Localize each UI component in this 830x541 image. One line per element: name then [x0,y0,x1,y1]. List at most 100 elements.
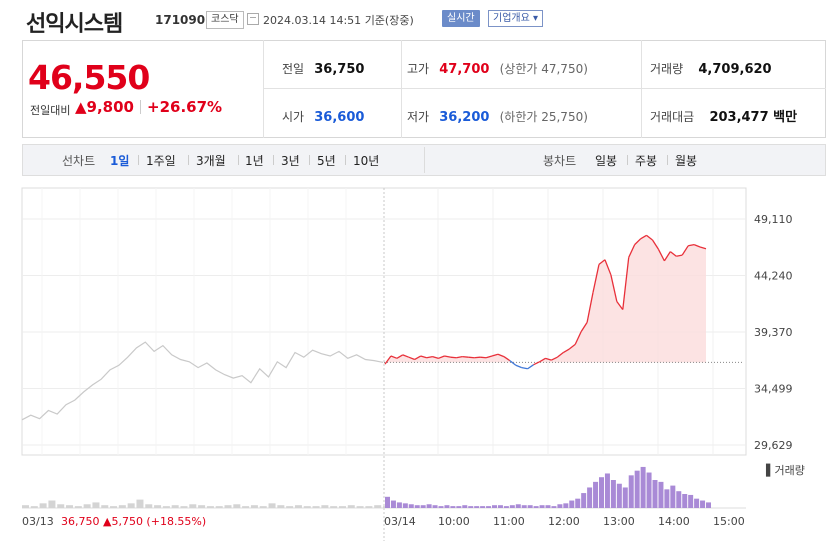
volume-bar [356,506,364,508]
divider [140,100,141,114]
volume-bar [385,496,390,508]
volume-bar [321,505,329,508]
tab-10y[interactable]: 10년 [353,154,380,168]
volume-bar [136,499,144,508]
today-line-segment [568,343,576,350]
volume-bar [224,505,232,508]
corp-info-button[interactable]: 기업개요 ▾ [488,10,543,27]
today-line-segment [485,355,493,359]
volume-bar [48,500,56,508]
volume-bar [468,506,474,508]
volume-bar [268,503,276,508]
today-line-segment [438,355,445,359]
volume-bar [198,505,206,508]
volume-bar [688,494,694,508]
volume-bar [259,506,267,508]
divider [263,88,826,89]
today-line-segment [396,354,404,359]
today-line-segment [610,274,618,302]
volume-bar [74,506,82,508]
today-line-segment [604,259,612,276]
volume-bar [593,481,599,508]
x-tick-label: 11:00 [493,515,525,528]
volume-bar [503,506,509,508]
tab-weekly[interactable]: 주봉 [635,154,658,168]
volume-bar [180,506,188,508]
divider [309,155,310,165]
today-line-segment [640,234,647,240]
today-line-segment [580,322,588,332]
volume-bar [92,502,100,508]
divider [263,40,264,138]
tab-daily[interactable]: 일봉 [595,154,618,168]
tab-monthly[interactable]: 월봉 [675,154,698,168]
volume-bar [374,505,382,508]
volume-bar [557,504,563,508]
volume-bar [480,506,486,508]
tab-5y[interactable]: 5년 [317,154,336,168]
today-line-segment [545,357,552,361]
today-line-segment [556,352,564,358]
volume-bar [145,504,153,508]
volume-bar [338,506,346,508]
volume-legend: ▌거래량 [765,463,805,477]
today-line-segment [497,353,505,358]
divider [345,155,346,165]
today-line-segment [651,239,659,250]
today-line-segment [450,356,457,359]
volume-bar [22,505,29,508]
today-line-segment [663,251,671,262]
volume-bar [250,505,258,508]
today-line-segment [515,364,522,369]
x-tick-label: 15:00 [713,515,745,528]
volume-bar [664,489,670,508]
volume-bar [462,505,468,508]
today-line-segment [390,355,398,359]
volume-bar [66,505,74,508]
volume-bar [242,506,250,508]
volume-bar [533,506,539,508]
volume-bar [206,506,214,508]
volume-bar [312,506,320,508]
today-line-segment [503,356,511,362]
divider [138,155,139,165]
divider [188,155,189,165]
volume-bar [634,470,640,508]
volume-bar [57,504,65,508]
today-line-segment [676,254,683,257]
today-line-segment [408,356,415,361]
tab-1w[interactable]: 1주일 [146,154,176,168]
realtime-button[interactable]: 실시간 [442,10,480,27]
x-tick-label: 14:00 [658,515,690,528]
candle-chart-label: 봉차트 [543,154,577,168]
change-label: 전일대비 [30,104,71,117]
volume-bar [539,505,545,508]
x-tick-label: 10:00 [438,515,470,528]
today-line-segment [480,356,487,359]
today-line-segment [586,292,594,323]
prev-day-summary: 36,750 ▲5,750 (+18.55%) [61,515,206,528]
volume-bar [110,506,118,508]
prev-close: 전일 36,750 [282,62,365,77]
gain-area [385,235,706,363]
volume-bar [486,506,492,508]
today-line-segment [681,245,689,256]
volume-bar [599,477,604,508]
volume-bar [101,505,109,508]
tab-3m[interactable]: 3개월 [196,154,226,168]
tab-3y[interactable]: 3년 [281,154,300,168]
volume-bar [515,504,521,508]
tab-1d[interactable]: 1일 [110,154,130,168]
volume-bar [127,503,135,508]
y-tick-label: 29,629 [754,439,793,452]
volume-bar [456,506,462,508]
today-line-segment [646,234,653,241]
volume-bar [670,485,676,508]
timestamp: 2024.03.14 14:51 기준(장중) [263,14,414,27]
volume-bar [420,505,426,508]
line-chart-label: 선차트 [62,154,96,168]
today-line-segment [563,348,570,354]
volume-bar [30,506,38,508]
tab-1y[interactable]: 1년 [245,154,264,168]
